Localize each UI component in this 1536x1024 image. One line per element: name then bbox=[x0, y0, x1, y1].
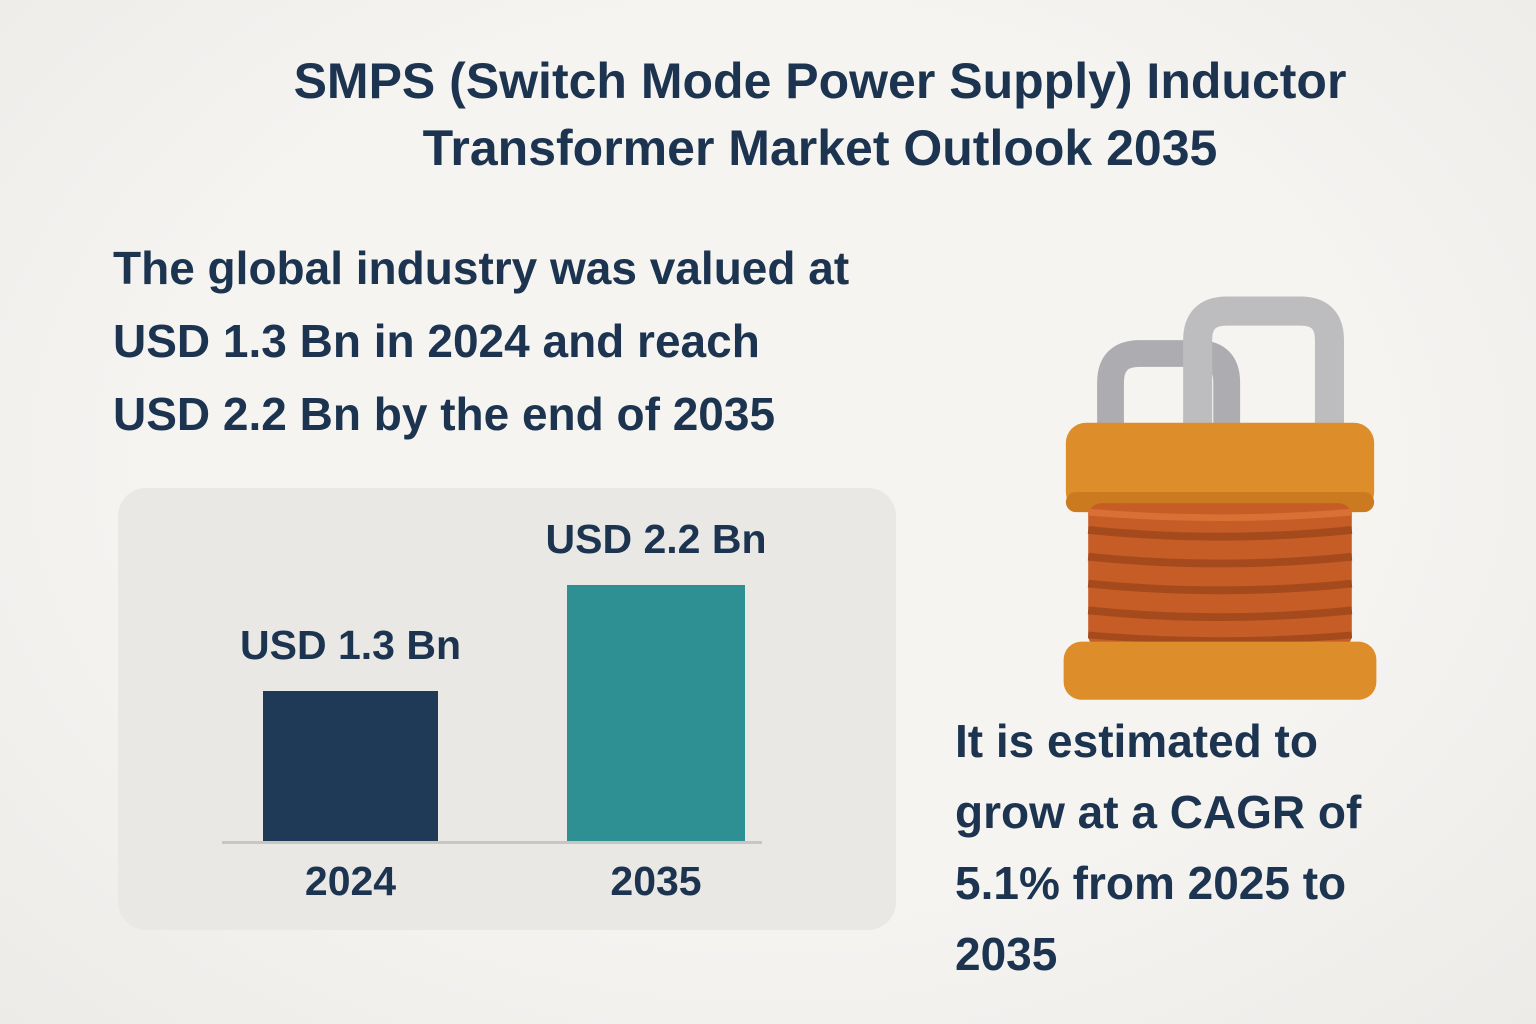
intro-text: The global industry was valued at USD 1.… bbox=[113, 232, 849, 451]
x-tick-label-2035: 2035 bbox=[610, 858, 702, 904]
bar-value-label: USD 2.2 Bn bbox=[545, 516, 767, 562]
coil-bottom-cap bbox=[1063, 641, 1377, 700]
cagr-line: It is estimated to bbox=[955, 715, 1318, 767]
wire-handle-left bbox=[1097, 340, 1241, 479]
page-title-line-1: SMPS (Switch Mode Power Supply) Inductor bbox=[293, 53, 1347, 109]
coil-windings bbox=[1088, 503, 1352, 649]
page-title: SMPS (Switch Mode Power Supply) Inductor… bbox=[110, 48, 1530, 182]
intro-line: The global industry was valued at bbox=[113, 242, 850, 294]
bar-2035 bbox=[567, 585, 745, 843]
intro-line: USD 1.3 Bn in 2024 and reach bbox=[113, 315, 760, 367]
coil-top-cap bbox=[1065, 422, 1375, 513]
bar-group-2035: USD 2.2 Bn bbox=[546, 516, 767, 843]
wire-handle-right bbox=[1183, 296, 1344, 452]
x-tick-label-2024: 2024 bbox=[304, 858, 397, 904]
bar-group-2024: USD 1.3 Bn bbox=[240, 622, 461, 843]
cagr-line: grow at a CAGR of bbox=[955, 786, 1362, 838]
cagr-text: It is estimated to grow at a CAGR of 5.1… bbox=[955, 706, 1361, 990]
page-title-line-2: Transformer Market Outlook 2035 bbox=[422, 120, 1218, 176]
cagr-line: 5.1% from 2025 to bbox=[955, 857, 1347, 909]
intro-line: USD 2.2 Bn by the end of 2035 bbox=[113, 388, 776, 440]
x-axis-line bbox=[222, 841, 762, 844]
cagr-line: 2035 bbox=[955, 928, 1058, 980]
bar-chart-panel: USD 1.3 Bn USD 2.2 Bn 2024 2035 bbox=[118, 488, 896, 930]
inductor-transformer-svg bbox=[1063, 296, 1377, 700]
bar-2024 bbox=[263, 691, 438, 843]
inductor-transformer-icon bbox=[1030, 282, 1410, 707]
bar-value-label: USD 1.3 Bn bbox=[240, 622, 461, 668]
